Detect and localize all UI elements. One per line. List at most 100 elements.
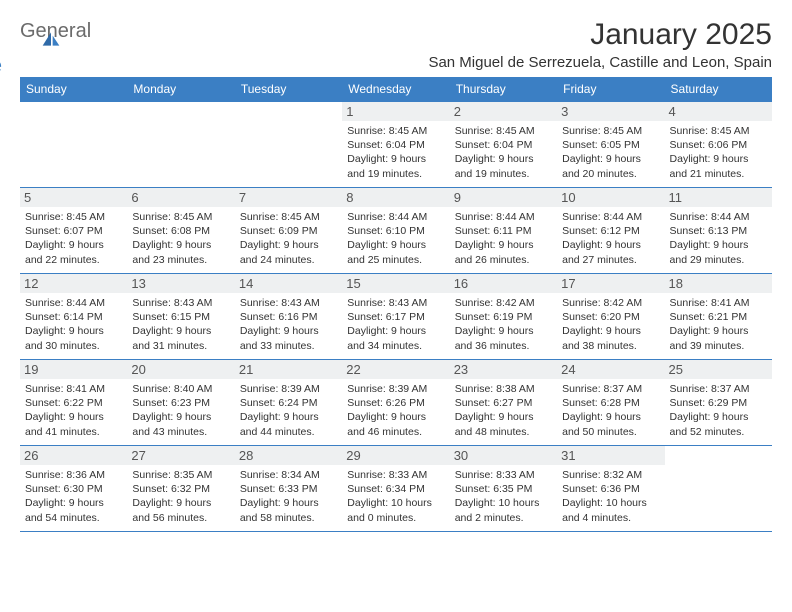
day-info: Sunrise: 8:39 AMSunset: 6:24 PMDaylight:… — [240, 382, 337, 439]
day-number: 4 — [665, 102, 772, 121]
day-number: 26 — [20, 446, 127, 465]
month-title: January 2025 — [428, 18, 772, 52]
calendar-day-cell: 30 Sunrise: 8:33 AMSunset: 6:35 PMDayligh… — [450, 446, 557, 532]
calendar-day-cell: 1 Sunrise: 8:45 AMSunset: 6:04 PMDaylight… — [342, 102, 449, 188]
day-info: Sunrise: 8:45 AMSunset: 6:08 PMDaylight:… — [132, 210, 229, 267]
calendar-day-cell: 22 Sunrise: 8:39 AMSunset: 6:26 PMDayligh… — [342, 360, 449, 446]
day-number: 6 — [127, 188, 234, 207]
calendar-week-row: 19 Sunrise: 8:41 AMSunset: 6:22 PMDayligh… — [20, 360, 772, 446]
sail-icon — [41, 30, 61, 48]
calendar-day-cell: 15 Sunrise: 8:43 AMSunset: 6:17 PMDayligh… — [342, 274, 449, 360]
day-number: 24 — [557, 360, 664, 379]
day-number: 21 — [235, 360, 342, 379]
day-number: 15 — [342, 274, 449, 293]
day-info: Sunrise: 8:33 AMSunset: 6:35 PMDaylight:… — [455, 468, 552, 525]
day-number: 11 — [665, 188, 772, 207]
day-info: Sunrise: 8:44 AMSunset: 6:12 PMDaylight:… — [562, 210, 659, 267]
calendar-day-cell: 17Sunrise: 8:42 AMSunset: 6:20 PMDayligh… — [557, 274, 664, 360]
calendar-week-row: 26 Sunrise: 8:36 AMSunset: 6:30 PMDayligh… — [20, 446, 772, 532]
calendar-day-cell: 27 Sunrise: 8:35 AMSunset: 6:32 PMDayligh… — [127, 446, 234, 532]
day-info: Sunrise: 8:44 AMSunset: 6:14 PMDaylight:… — [25, 296, 122, 353]
day-number: 29 — [342, 446, 449, 465]
day-info: Sunrise: 8:43 AMSunset: 6:15 PMDaylight:… — [132, 296, 229, 353]
day-number: 13 — [127, 274, 234, 293]
calendar-day-cell: 18 Sunrise: 8:41 AMSunset: 6:21 PMDayligh… — [665, 274, 772, 360]
day-info: Sunrise: 8:36 AMSunset: 6:30 PMDaylight:… — [25, 468, 122, 525]
day-info: Sunrise: 8:45 AMSunset: 6:04 PMDaylight:… — [455, 124, 552, 181]
day-number: 22 — [342, 360, 449, 379]
day-info: Sunrise: 8:33 AMSunset: 6:34 PMDaylight:… — [347, 468, 444, 525]
calendar-day-cell: 29 Sunrise: 8:33 AMSunset: 6:34 PMDayligh… — [342, 446, 449, 532]
day-info: Sunrise: 8:40 AMSunset: 6:23 PMDaylight:… — [132, 382, 229, 439]
calendar-day-cell: 4 Sunrise: 8:45 AMSunset: 6:06 PMDaylight… — [665, 102, 772, 188]
weekday-header: Sunday — [20, 77, 127, 102]
calendar-day-cell: 28Sunrise: 8:34 AMSunset: 6:33 PMDayligh… — [235, 446, 342, 532]
day-info: Sunrise: 8:43 AMSunset: 6:16 PMDaylight:… — [240, 296, 337, 353]
weekday-header: Friday — [557, 77, 664, 102]
calendar-week-row: 5 Sunrise: 8:45 AMSunset: 6:07 PMDaylight… — [20, 188, 772, 274]
calendar-day-cell: 10 Sunrise: 8:44 AMSunset: 6:12 PMDayligh… — [557, 188, 664, 274]
day-number: 28 — [235, 446, 342, 465]
day-info: Sunrise: 8:45 AMSunset: 6:04 PMDaylight:… — [347, 124, 444, 181]
day-info: Sunrise: 8:35 AMSunset: 6:32 PMDaylight:… — [132, 468, 229, 525]
calendar-day-cell: 20 Sunrise: 8:40 AMSunset: 6:23 PMDayligh… — [127, 360, 234, 446]
day-info: Sunrise: 8:44 AMSunset: 6:13 PMDaylight:… — [670, 210, 767, 267]
calendar-day-cell: 7Sunrise: 8:45 AMSunset: 6:09 PMDaylight… — [235, 188, 342, 274]
calendar-day-cell: 3Sunrise: 8:45 AMSunset: 6:05 PMDaylight… — [557, 102, 664, 188]
calendar-day-cell: 11 Sunrise: 8:44 AMSunset: 6:13 PMDayligh… — [665, 188, 772, 274]
calendar-day-cell: 31 Sunrise: 8:32 AMSunset: 6:36 PMDayligh… — [557, 446, 664, 532]
calendar-day-cell: 24Sunrise: 8:37 AMSunset: 6:28 PMDayligh… — [557, 360, 664, 446]
calendar-day-cell: 12 Sunrise: 8:44 AMSunset: 6:14 PMDayligh… — [20, 274, 127, 360]
weekday-header: Monday — [127, 77, 234, 102]
day-info: Sunrise: 8:43 AMSunset: 6:17 PMDaylight:… — [347, 296, 444, 353]
day-info: Sunrise: 8:41 AMSunset: 6:21 PMDaylight:… — [670, 296, 767, 353]
day-info: Sunrise: 8:45 AMSunset: 6:06 PMDaylight:… — [670, 124, 767, 181]
calendar-day-cell: 26 Sunrise: 8:36 AMSunset: 6:30 PMDayligh… — [20, 446, 127, 532]
brand-logo: General Blue — [20, 18, 113, 60]
day-number: 17 — [557, 274, 664, 293]
day-number: 8 — [342, 188, 449, 207]
day-number: 12 — [20, 274, 127, 293]
day-number: 25 — [665, 360, 772, 379]
day-info: Sunrise: 8:44 AMSunset: 6:11 PMDaylight:… — [455, 210, 552, 267]
calendar-table: SundayMondayTuesdayWednesdayThursdayFrid… — [20, 77, 772, 532]
day-info: Sunrise: 8:45 AMSunset: 6:07 PMDaylight:… — [25, 210, 122, 267]
weekday-header: Thursday — [450, 77, 557, 102]
calendar-day-cell: 16 Sunrise: 8:42 AMSunset: 6:19 PMDayligh… — [450, 274, 557, 360]
brand-word-2: Blue — [0, 57, 33, 76]
day-number: 1 — [342, 102, 449, 121]
day-number: 5 — [20, 188, 127, 207]
day-number: 9 — [450, 188, 557, 207]
day-number: 19 — [20, 360, 127, 379]
calendar-day-cell: 6 Sunrise: 8:45 AMSunset: 6:08 PMDaylight… — [127, 188, 234, 274]
day-info: Sunrise: 8:39 AMSunset: 6:26 PMDaylight:… — [347, 382, 444, 439]
day-number: 30 — [450, 446, 557, 465]
day-number: 31 — [557, 446, 664, 465]
day-info: Sunrise: 8:45 AMSunset: 6:09 PMDaylight:… — [240, 210, 337, 267]
calendar-day-cell: 9 Sunrise: 8:44 AMSunset: 6:11 PMDaylight… — [450, 188, 557, 274]
calendar-day-cell: 14Sunrise: 8:43 AMSunset: 6:16 PMDayligh… — [235, 274, 342, 360]
weekday-header: Wednesday — [342, 77, 449, 102]
day-number: 23 — [450, 360, 557, 379]
day-number: 27 — [127, 446, 234, 465]
day-info: Sunrise: 8:32 AMSunset: 6:36 PMDaylight:… — [562, 468, 659, 525]
calendar-day-cell — [127, 102, 234, 188]
day-info: Sunrise: 8:37 AMSunset: 6:29 PMDaylight:… — [670, 382, 767, 439]
calendar-day-cell: 23Sunrise: 8:38 AMSunset: 6:27 PMDayligh… — [450, 360, 557, 446]
day-number: 3 — [557, 102, 664, 121]
calendar-day-cell: 19 Sunrise: 8:41 AMSunset: 6:22 PMDayligh… — [20, 360, 127, 446]
calendar-day-cell — [665, 446, 772, 532]
calendar-day-cell: 21 Sunrise: 8:39 AMSunset: 6:24 PMDayligh… — [235, 360, 342, 446]
day-info: Sunrise: 8:41 AMSunset: 6:22 PMDaylight:… — [25, 382, 122, 439]
day-number: 10 — [557, 188, 664, 207]
header: General Blue January 2025 San Miguel de … — [20, 18, 772, 71]
day-number: 2 — [450, 102, 557, 121]
day-info: Sunrise: 8:44 AMSunset: 6:10 PMDaylight:… — [347, 210, 444, 267]
calendar-day-cell: 25 Sunrise: 8:37 AMSunset: 6:29 PMDayligh… — [665, 360, 772, 446]
day-number: 20 — [127, 360, 234, 379]
day-number: 16 — [450, 274, 557, 293]
day-number: 18 — [665, 274, 772, 293]
weekday-header: Saturday — [665, 77, 772, 102]
calendar-day-cell — [235, 102, 342, 188]
day-info: Sunrise: 8:42 AMSunset: 6:19 PMDaylight:… — [455, 296, 552, 353]
